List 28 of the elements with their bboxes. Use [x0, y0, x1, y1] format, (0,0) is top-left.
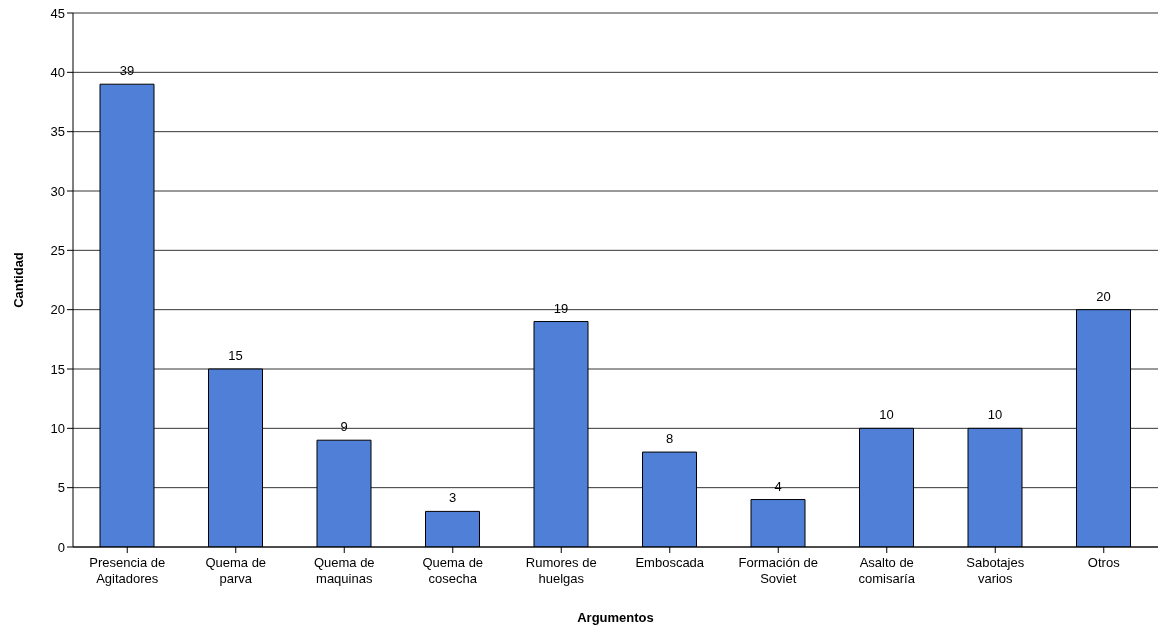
- x-tick-label: Quema de maquinas: [313, 555, 375, 586]
- y-tick-label: 45: [50, 5, 65, 21]
- data-label: 8: [665, 431, 674, 447]
- data-label: 10: [987, 407, 1003, 423]
- x-tick-label: Formación de Soviet: [738, 555, 818, 586]
- y-tick-label: 30: [50, 183, 65, 199]
- x-tick-label: Presencia de Agitadores: [89, 555, 166, 586]
- x-tick-label: Otros: [1087, 555, 1121, 570]
- data-label: 10: [879, 407, 894, 423]
- data-label: 3: [448, 490, 457, 506]
- y-tick-label: 15: [50, 361, 65, 377]
- data-label: 20: [1096, 288, 1111, 304]
- y-tick-label: 25: [50, 242, 65, 258]
- x-tick-label: Asalto de comisaría: [858, 555, 916, 586]
- x-tick-label: Sabotajes varios: [966, 555, 1025, 586]
- x-tick-label: Quema de parva: [205, 555, 267, 586]
- x-tick-label: Rumores de huelgas: [525, 555, 597, 586]
- y-tick-label: 0: [57, 539, 65, 555]
- x-axis-title: Argumentos: [577, 610, 654, 625]
- y-tick-label: 35: [50, 124, 65, 140]
- y-tick-label: 10: [50, 420, 65, 436]
- y-tick-label: 40: [50, 64, 65, 80]
- x-tick-label: Quema de cosecha: [422, 555, 484, 586]
- y-axis-title: Cantidad: [10, 252, 26, 308]
- x-tick-label: Emboscada: [635, 555, 705, 570]
- y-tick-label: 5: [57, 480, 65, 496]
- data-label: 15: [228, 348, 243, 363]
- y-tick-label: 20: [50, 302, 65, 318]
